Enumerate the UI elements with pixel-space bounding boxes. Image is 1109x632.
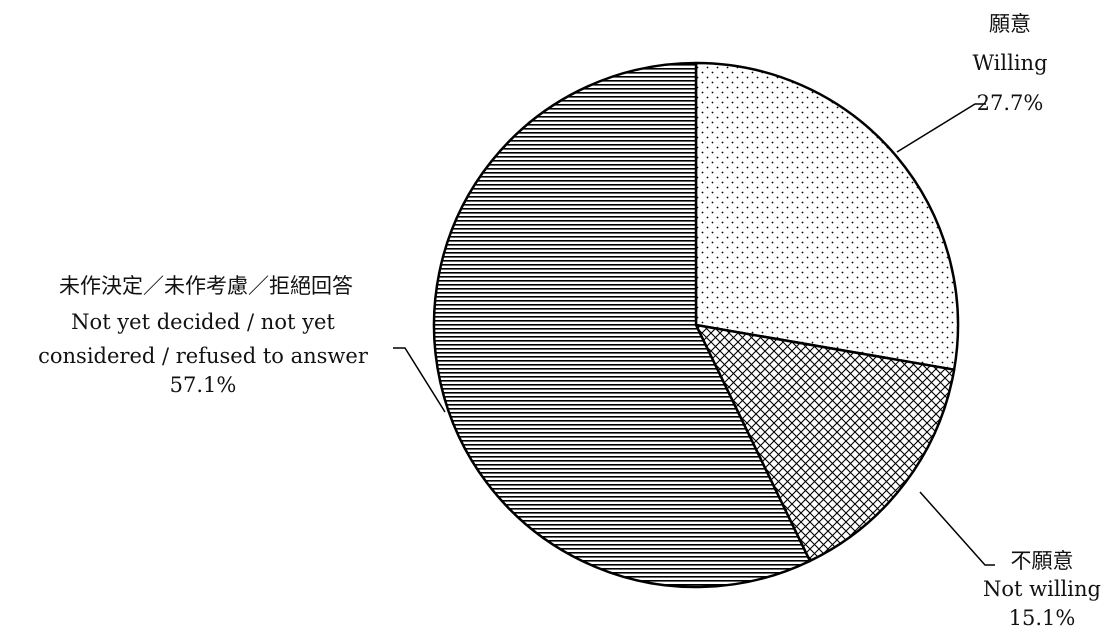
label-willing-zh: 願意 xyxy=(989,12,1031,36)
label-undecided-zh: 未作決定／未作考慮／拒絕回答 xyxy=(59,274,353,298)
label-willing-value: 27.7% xyxy=(977,91,1044,115)
leader-line-undecided xyxy=(393,347,446,413)
leader-line-not-willing xyxy=(919,491,995,566)
label-undecided-value: 57.1% xyxy=(170,373,237,397)
pie-slice-willing xyxy=(694,61,960,371)
label-willing-en: Willing xyxy=(972,51,1047,75)
pie-slices xyxy=(432,61,960,589)
pie-slice-not-willing xyxy=(694,323,956,563)
label-not-willing-zh: 不願意 xyxy=(1011,549,1074,573)
label-undecided-en-line2: considered / refused to answer xyxy=(38,344,369,368)
label-not-willing-en: Not willing xyxy=(983,577,1101,601)
pie-slice-undecided xyxy=(432,61,812,589)
leader-line-willing xyxy=(896,103,986,153)
label-undecided-en-line1: Not yet decided / not yet xyxy=(71,310,335,334)
label-not-willing-value: 15.1% xyxy=(1009,606,1076,630)
